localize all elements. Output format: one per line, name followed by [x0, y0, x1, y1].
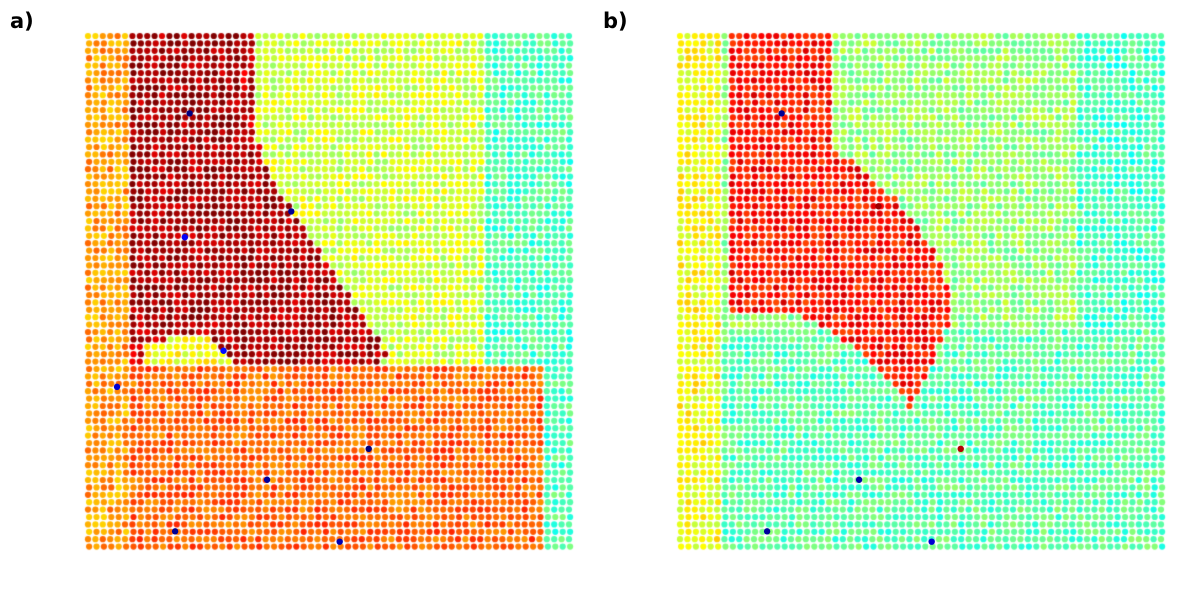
scatter-map-a [80, 30, 580, 560]
panel-a-label: a) [10, 9, 34, 33]
panel-b-label: b) [603, 9, 628, 33]
scatter-map-b [672, 30, 1172, 560]
